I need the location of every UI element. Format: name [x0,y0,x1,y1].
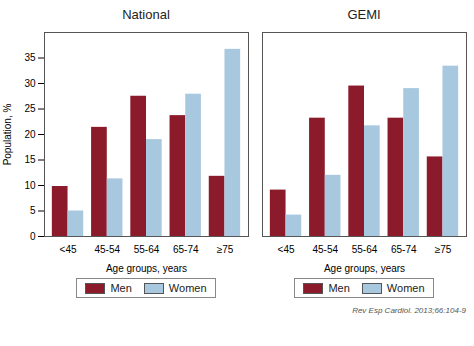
svg-text:<45: <45 [60,244,77,255]
html-text:Rev Esp Cardiol. 2013;66:104-9: Rev Esp Cardiol. 2013;66:104-9 [352,306,466,315]
html-text:National: National [122,7,170,22]
svg-text:<45: <45 [278,244,295,255]
svg-text:20: 20 [24,129,36,140]
svg-text:Age groups, years: Age groups, years [106,263,187,274]
html-text:Men: Men [328,282,350,294]
svg-text:10: 10 [24,180,36,191]
svg-text:Population, %: Population, % [2,104,13,166]
svg-text:45-54: 45-54 [94,244,120,255]
html-text:Women: Women [168,282,207,294]
svg-text:45-54: 45-54 [312,244,338,255]
svg-text:65-74: 65-74 [391,244,417,255]
svg-text:15: 15 [24,154,36,165]
svg-text:5: 5 [30,205,36,216]
svg-text:0: 0 [30,231,36,242]
svg-text:≥75: ≥75 [217,244,234,255]
svg-text:55-64: 55-64 [134,244,160,255]
svg-text:25: 25 [24,103,36,114]
svg-text:55-64: 55-64 [352,244,378,255]
svg-text:≥75: ≥75 [435,244,452,255]
svg-text:Age groups, years: Age groups, years [324,263,405,274]
svg-text:30: 30 [24,78,36,89]
html-text:Women: Women [386,282,425,294]
html-text:Men: Men [110,282,132,294]
html-text:GEMI: GEMI [347,7,381,22]
svg-text:65-74: 65-74 [173,244,199,255]
svg-text:35: 35 [24,52,36,63]
